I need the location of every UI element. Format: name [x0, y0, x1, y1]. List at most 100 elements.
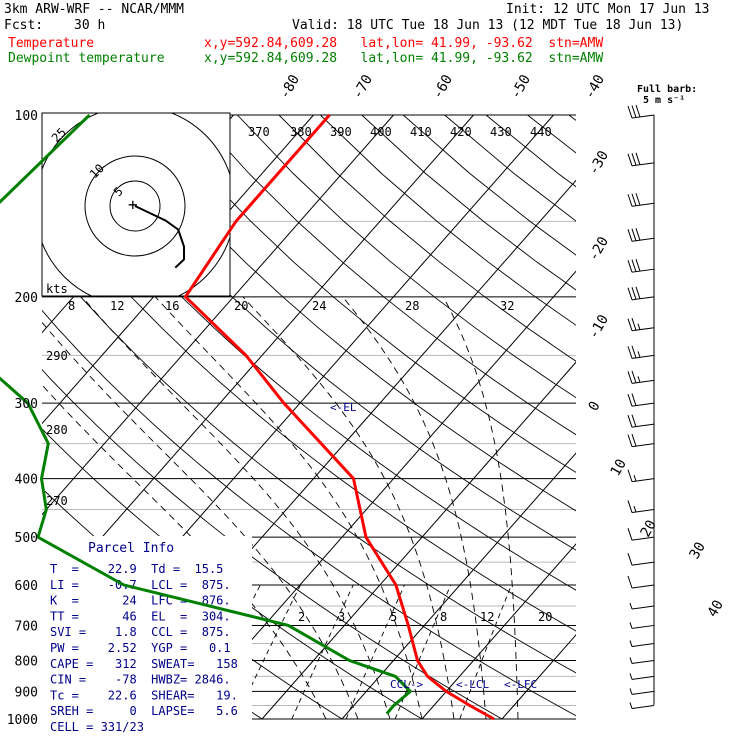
barb-legend-line1: Full barb: [637, 84, 697, 95]
theta-label: 400 [370, 125, 392, 139]
dewpoint-legend: Dewpoint temperature [8, 51, 165, 66]
wind-barb-flag [627, 346, 633, 359]
dry-adiabat-line [195, 114, 576, 436]
barb-legend-line2: 5 m s⁻¹ [643, 95, 685, 106]
wind-barb-half [629, 602, 633, 610]
hodo-center-plus: + [128, 195, 138, 214]
wind-barb-flag [635, 152, 641, 165]
dry-adiabat-line [42, 190, 576, 632]
wind-barb-flag [627, 575, 633, 589]
hodo-ring-10 [109, 180, 161, 232]
wind-barb-flag [631, 433, 637, 447]
wind-barb [627, 469, 655, 483]
wind-barb-flag [627, 528, 633, 541]
wind-barb-flag [631, 153, 637, 166]
parcel-info-title: Parcel Info [88, 541, 174, 556]
mixing-ratio-label: 5 [390, 610, 397, 624]
dry-adiabat-line [237, 114, 576, 399]
dewpoint-trace [0, 113, 413, 715]
isotherm-label: 10 [608, 456, 630, 479]
dry-adiabat-line [154, 114, 576, 473]
mixing-ratio-label: 20 [538, 610, 552, 624]
wind-barb-staff [631, 605, 655, 610]
theta-label: 380 [290, 125, 312, 139]
wind-barb [627, 433, 655, 448]
wind-barb-half [637, 323, 641, 330]
forecast-label: Fcst: [4, 18, 44, 33]
wind-barb-staff [631, 536, 655, 541]
wind-barb-flag [631, 105, 637, 118]
isotherm-label: 20 [638, 517, 660, 540]
moist-adiabat-label: 16 [165, 299, 179, 313]
wind-barb [629, 602, 655, 610]
pressure-label: 700 [15, 619, 38, 634]
temperature-legend: Temperature [8, 36, 95, 51]
isotherm-label: -30 [586, 148, 613, 178]
parcel-info-row: K = 24 LFC = 876. [50, 594, 231, 608]
isotherm-label: 30 [687, 539, 709, 562]
moist-adiabat-label: 32 [500, 299, 514, 313]
wind-barb [627, 393, 655, 407]
hodograph: + 25 10 5 kts [41, 112, 231, 297]
wind-barb-flag [627, 153, 633, 166]
wind-barb-flag [627, 434, 633, 447]
wind-barb-flag [627, 469, 633, 482]
wind-barb-half [637, 376, 641, 383]
wind-barb-flag [635, 259, 641, 272]
theta-label: 390 [330, 125, 352, 139]
parcel-info-row: SVI = 1.8 CCL = 875. [50, 625, 231, 639]
lfc-marker: <-LFC [504, 678, 537, 691]
wind-barb-flag [635, 193, 641, 206]
parcel-info-background [42, 536, 252, 728]
wind-barb-half [629, 640, 633, 647]
wind-barb-staff [631, 690, 655, 695]
wind-barb [627, 228, 655, 242]
isotherm-line [582, 115, 740, 719]
parcel-info-row: LI = -0.7 LCL = 875. [50, 578, 231, 592]
wind-barb-staff [631, 624, 655, 629]
wind-barb [627, 528, 655, 541]
el-marker: <-EL [330, 401, 357, 414]
theta-label-left: 290 [46, 349, 68, 363]
pressure-label: 600 [15, 579, 38, 594]
theta-label: 440 [530, 125, 552, 139]
dry-adiabat-line [278, 114, 576, 362]
wind-barb [627, 104, 655, 119]
isotherm-line [662, 115, 740, 719]
wind-barb-flag [631, 414, 637, 427]
theta-label: 410 [410, 125, 432, 139]
theta-label: 420 [450, 125, 472, 139]
parcel-info-row: Tc = 22.6 SHEAR= 19. [50, 688, 238, 702]
parcel-info-row: CELL = 331/23 [50, 720, 144, 734]
wind-barb-half [629, 673, 633, 680]
wind-barb [627, 575, 655, 589]
wind-barb [627, 318, 655, 332]
wind-barb [627, 553, 655, 566]
isotherm-label: -60 [430, 72, 457, 102]
wind-barb-flag [635, 228, 641, 241]
wind-barb-flag [627, 500, 633, 513]
isotherm-label: -50 [508, 72, 535, 102]
parcel-info-row: CIN = -78 HWBZ= 2846. [50, 673, 231, 687]
pressure-label: 1000 [7, 713, 38, 728]
wind-barb-flag [631, 318, 637, 331]
wind-barb [629, 688, 655, 695]
temperature-location: x,y=592.84,609.28 lat,lon= 41.99, -93.62… [204, 36, 604, 51]
dry-adiabat-line [42, 309, 576, 717]
hodograph-frame [41, 112, 231, 297]
wind-barb [627, 500, 655, 514]
hodo-kts-label: kts [46, 282, 68, 296]
wind-barb-flag [627, 371, 633, 384]
wind-barb [627, 414, 655, 428]
pressure-label: 400 [15, 473, 38, 488]
wind-barbs [627, 104, 655, 710]
wind-barb [629, 702, 655, 710]
wind-barb-flag [627, 415, 633, 428]
wind-barb-flag [631, 259, 637, 272]
wind-barb-staff [631, 705, 655, 710]
wind-barb [627, 345, 655, 359]
parcel-info-row: SREH = 0 LAPSE= 5.6 [50, 704, 238, 718]
theta-label: 430 [490, 125, 512, 139]
wind-barb-flag [631, 228, 637, 241]
isotherm-label: -20 [586, 234, 613, 264]
